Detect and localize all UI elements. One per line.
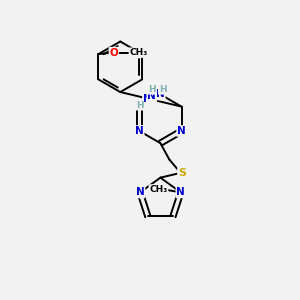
Text: N: N <box>143 94 152 104</box>
Text: N: N <box>135 126 144 136</box>
Text: N: N <box>156 89 165 99</box>
Text: O: O <box>110 48 118 58</box>
Text: N: N <box>147 91 156 101</box>
Text: N: N <box>136 188 144 197</box>
Text: S: S <box>178 168 186 178</box>
Text: CH₃: CH₃ <box>129 48 148 57</box>
Text: N: N <box>177 126 186 136</box>
Text: H: H <box>159 85 166 94</box>
Text: N: N <box>176 188 185 197</box>
Text: H: H <box>148 85 156 94</box>
Text: CH₃: CH₃ <box>149 185 168 194</box>
Text: H: H <box>136 101 143 110</box>
